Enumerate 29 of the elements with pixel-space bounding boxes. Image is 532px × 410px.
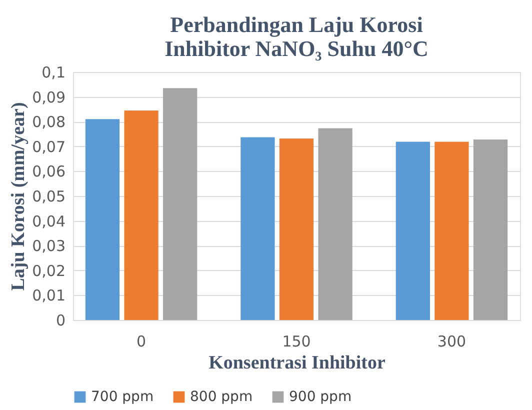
bar <box>279 138 314 320</box>
bar <box>318 128 352 320</box>
y-axis-title: Laju Korosi (mm/year) <box>8 102 30 291</box>
y-tick-label: 0,04 <box>32 212 66 230</box>
bar <box>163 88 198 320</box>
y-tick-label: 0,1 <box>42 64 66 82</box>
bar <box>124 110 158 320</box>
y-tick-label: 0,05 <box>32 188 66 206</box>
y-tick-label: 0,02 <box>32 262 66 280</box>
y-tick-label: 0,03 <box>32 237 66 256</box>
legend-label: 900 ppm <box>289 389 352 405</box>
y-tick-label: 0 <box>56 312 66 330</box>
bar <box>85 119 120 320</box>
x-tick-label: 150 <box>282 332 311 350</box>
legend-label: 700 ppm <box>91 389 154 405</box>
bar <box>434 142 469 320</box>
x-tick-label: 0 <box>136 332 146 350</box>
y-tick-label: 0,06 <box>32 162 66 181</box>
chart-title: Perbandingan Laju Korosi Inhibitor NaNO₃ Suhu 40°C <box>164 12 428 61</box>
y-tick-label: 0,01 <box>32 286 66 305</box>
bar <box>396 142 430 320</box>
y-tick-label: 0,09 <box>32 88 66 106</box>
legend-label: 800 ppm <box>190 389 253 405</box>
y-tick-label: 0,07 <box>32 138 66 156</box>
y-tick-label: 0,08 <box>32 113 66 132</box>
bar <box>473 139 508 320</box>
x-tick-label: 300 <box>437 332 466 350</box>
bar <box>240 137 275 320</box>
x-axis-title: Konsentrasi Inhibitor <box>208 352 386 374</box>
